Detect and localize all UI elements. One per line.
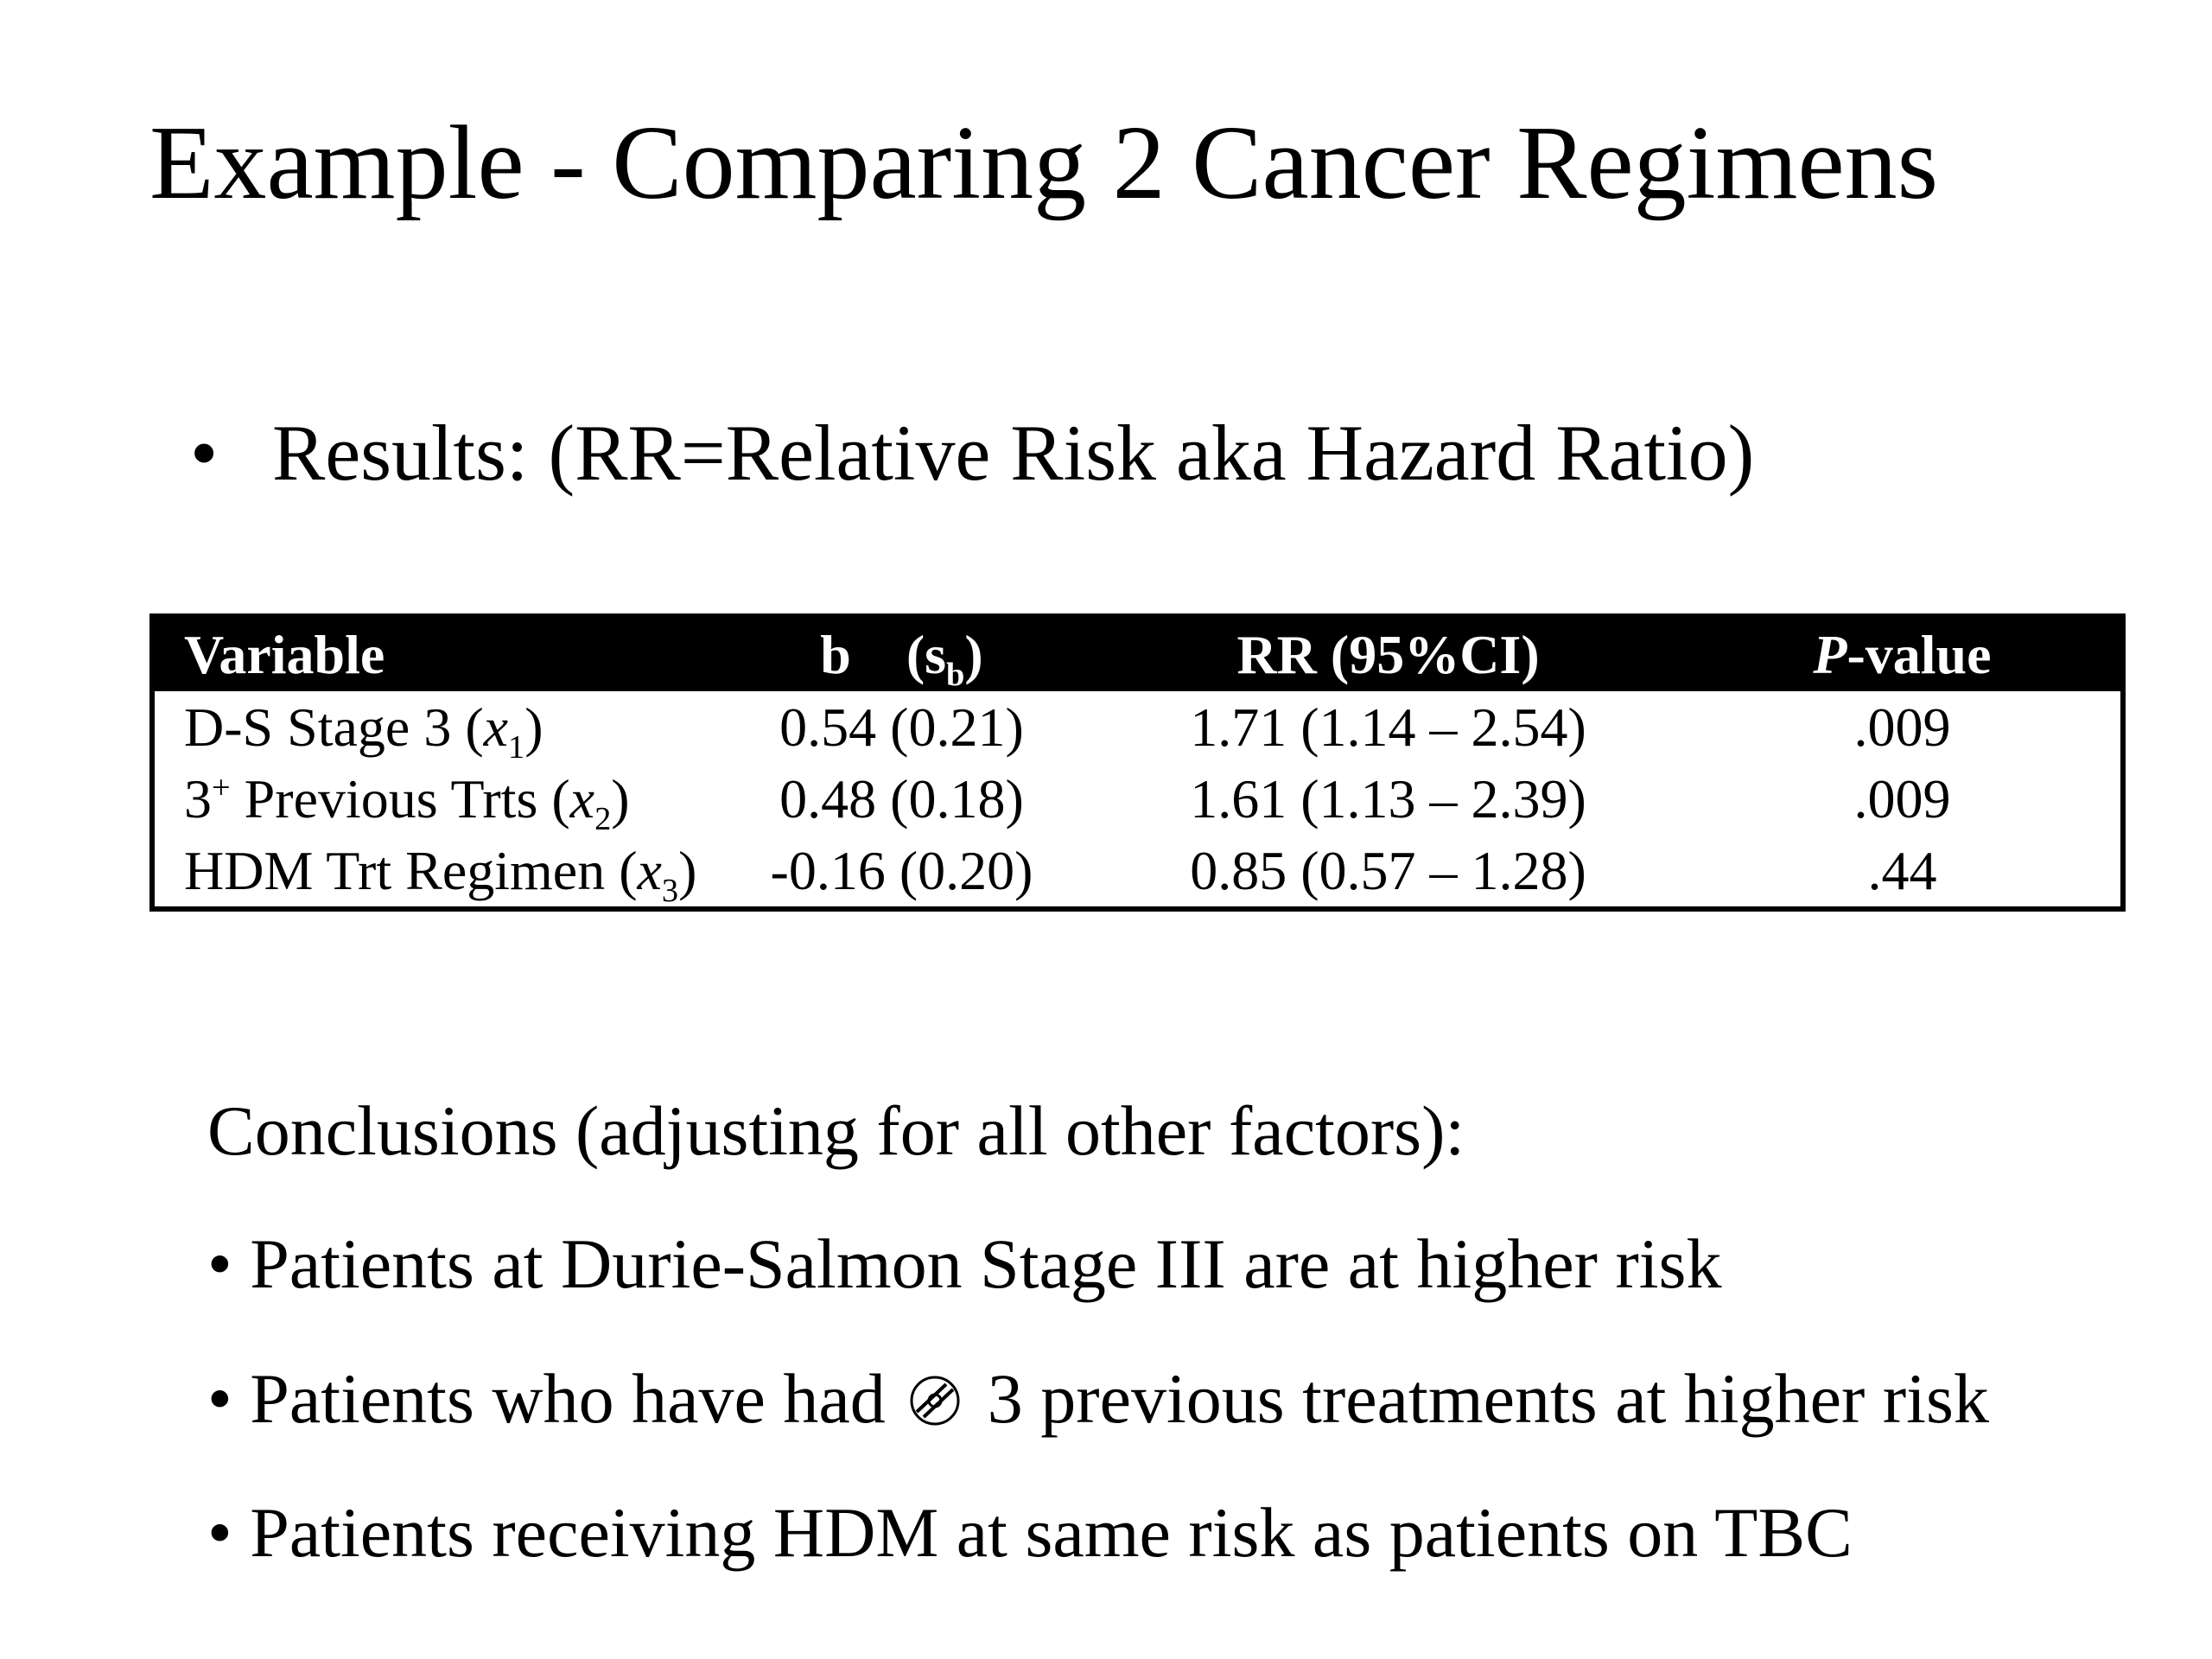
header-s: s — [925, 624, 947, 685]
table-header-row: Variable b (sb) RR (95%CI) P-value — [155, 619, 2120, 691]
table-row: 3+ Previous Trts (x2) 0.48 (0.18) 1.61 (… — [155, 763, 2120, 837]
row-variable: 3+ Previous Trts (x2) — [184, 767, 630, 837]
header-variable: Variable — [155, 619, 711, 691]
row-b: -0.16 (0.20) — [770, 839, 1033, 901]
conclusion-item-3: • Patients receiving HDM at same risk as… — [207, 1493, 1853, 1572]
conclusion-item-2-end: 3 previous treatments at higher risk — [987, 1359, 1989, 1438]
row-b: 0.48 (0.18) — [779, 767, 1024, 830]
header-p-rest: -value — [1847, 624, 1992, 685]
results-bullet-line: • Results: (RR=Relative Risk aka Hazard R… — [190, 413, 1754, 493]
table-row: D-S Stage 3 (x1) 0.54 (0.21) 1.71 (1.14 … — [155, 691, 2120, 763]
conclusion-item-2: • Patients who have had 3 previous treatm… — [207, 1363, 1989, 1434]
header-p-italic: P — [1813, 624, 1847, 685]
row-variable: D-S Stage 3 (x1) — [184, 696, 543, 766]
conclusion-item-1: • Patients at Durie-Salmon Stage III are… — [207, 1224, 1722, 1303]
row-b: 0.54 (0.21) — [779, 696, 1024, 758]
greater-or-equal-glyph-icon — [908, 1369, 962, 1426]
row-p: .44 — [1867, 839, 1937, 901]
header-p-value: P-value — [1683, 619, 2120, 691]
conclusions-heading: Conclusions (adjusting for all other fac… — [207, 1091, 1465, 1170]
conclusion-item-2-start: • Patients who have had — [207, 1359, 886, 1438]
header-rr: RR (95%CI) — [1092, 619, 1684, 691]
row-p: .009 — [1853, 696, 1951, 758]
results-text: Results: (RR=Relative Risk aka Hazard Ra… — [272, 409, 1755, 497]
row-rr: 1.61 (1.13 – 2.39) — [1190, 767, 1586, 830]
row-rr: 1.71 (1.14 – 2.54) — [1190, 696, 1586, 758]
bullet-marker: • — [190, 409, 219, 497]
results-table: Variable b (sb) RR (95%CI) P-value D-S S… — [155, 619, 2120, 906]
results-table-frame: Variable b (sb) RR (95%CI) P-value D-S S… — [149, 613, 2126, 912]
row-variable: HDM Trt Regimen (x3) — [184, 839, 697, 909]
header-b: b — [820, 624, 851, 685]
table-row: HDM Trt Regimen (x3) -0.16 (0.20) 0.85 (… — [155, 835, 2120, 906]
header-b-se: b (sb) — [710, 619, 1093, 693]
row-p: .009 — [1853, 767, 1951, 830]
header-s-subscript: b — [946, 656, 965, 693]
row-rr: 0.85 (0.57 – 1.28) — [1190, 839, 1586, 901]
slide-title: Example - Comparing 2 Cancer Regimens — [149, 105, 1939, 221]
